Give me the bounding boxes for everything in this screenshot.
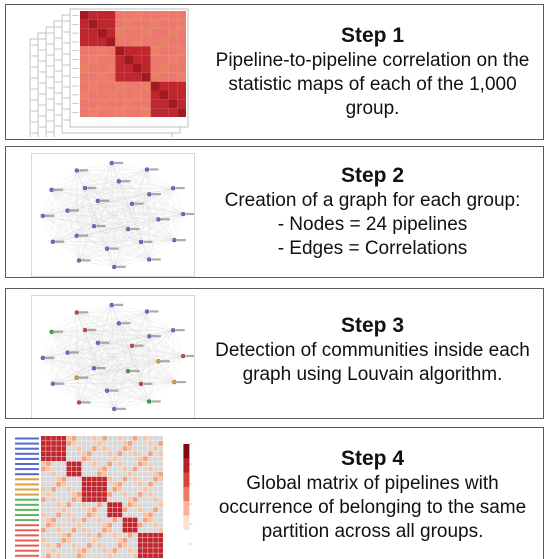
graph-node: [50, 381, 65, 386]
graph-node: [109, 302, 124, 308]
graph-node: [116, 179, 131, 184]
graph-node: [40, 355, 55, 361]
graph-node: [181, 353, 194, 359]
step-3-panel: Step 3 Detection of communities inside e…: [5, 288, 544, 419]
step-1-line-1: Pipeline-to-pipeline correlation on the: [215, 50, 530, 71]
step-4-text: Step 4 Global matrix of pipelines with o…: [204, 446, 541, 544]
graph-node: [40, 213, 55, 219]
graph-edges: [42, 304, 184, 410]
graph-node: [138, 239, 153, 245]
graph-node: [171, 328, 185, 333]
step-4-title: Step 4: [340, 447, 405, 470]
step-2-title: Step 2: [340, 164, 405, 187]
step-4-line-3: partition across all groups.: [261, 521, 484, 542]
graph-node: [104, 388, 119, 393]
graph-node: [181, 211, 194, 217]
graph-node: [74, 233, 89, 238]
step-2-text: Step 2 Creation of a graph for each grou…: [204, 163, 541, 261]
graph-node: [65, 208, 79, 213]
graph-node: [109, 160, 124, 166]
correlation-matrix: [69, 8, 189, 128]
graph-node: [76, 258, 91, 263]
global-partition-matrix-figure: [15, 436, 193, 558]
graph-node: [91, 366, 106, 371]
pipeline-label-marks: [15, 437, 39, 557]
graph-node: [82, 185, 97, 191]
step-3-line-1: Detection of communities inside each: [215, 340, 530, 361]
graph-node: [172, 238, 186, 243]
graph-node: [49, 329, 64, 334]
community-graph-figure: [31, 295, 195, 418]
graph-node: [116, 321, 131, 326]
graph-edges: [42, 162, 184, 268]
step-2-panel: Step 2 Creation of a graph for each grou…: [5, 146, 544, 278]
step-4-line-2: occurrence of belonging to the same: [218, 497, 527, 518]
graph-node: [129, 201, 144, 206]
step-3-line-2: graph using Louvain algorithm.: [242, 364, 503, 385]
graph-node: [144, 167, 159, 172]
graph-node: [156, 359, 171, 364]
graph-node: [74, 168, 89, 173]
step-1-panel: Step 1 Pipeline-to-pipeline correlation …: [5, 4, 544, 140]
step-2-description: Creation of a graph for each group: - No…: [204, 189, 541, 261]
graph-node: [112, 264, 126, 270]
graph-node: [112, 406, 126, 412]
step-1-text: Step 1 Pipeline-to-pipeline correlation …: [204, 23, 541, 121]
graph-node: [125, 226, 140, 232]
step-3-text: Step 3 Detection of communities inside e…: [204, 313, 541, 387]
correlation-matrix-stack-figure: [29, 8, 189, 137]
graph-node: [172, 380, 186, 385]
graph-node: [144, 309, 159, 314]
step-3-description: Detection of communities inside each gra…: [204, 339, 541, 387]
pipeline-graph-figure: [31, 153, 195, 277]
step-1-line-2: statistic maps of each of the 1,000: [228, 74, 517, 95]
partition-matrix-cells: [41, 436, 163, 558]
graph-node: [74, 310, 89, 315]
graph-node: [49, 187, 64, 192]
graph-node: [147, 399, 161, 404]
graph-node: [91, 224, 106, 229]
graph-node: [147, 257, 161, 262]
step-1-title: Step 1: [340, 24, 405, 47]
step-2-line-2: - Nodes = 24 pipelines: [277, 214, 468, 235]
graph-node: [95, 340, 110, 346]
step-1-line-3: group.: [345, 98, 400, 119]
graph-node: [156, 217, 171, 222]
step-1-description: Pipeline-to-pipeline correlation on the …: [204, 49, 541, 121]
graph-node: [76, 400, 91, 405]
step-2-line-1: Creation of a graph for each group:: [224, 190, 521, 211]
step-4-line-1: Global matrix of pipelines with: [246, 473, 499, 494]
step-2-line-3: - Edges = Correlations: [277, 238, 468, 259]
graph-node: [147, 192, 161, 197]
step-4-description: Global matrix of pipelines with occurren…: [204, 472, 541, 544]
graph-node: [125, 368, 140, 374]
graph-node: [65, 350, 79, 355]
graph-node: [74, 375, 89, 380]
graph-node: [138, 381, 153, 387]
graph-node: [104, 246, 119, 251]
graph-node: [129, 343, 144, 348]
graph-node: [171, 186, 185, 191]
graph-node: [82, 327, 97, 333]
graph-node: [95, 198, 110, 204]
step-3-title: Step 3: [340, 314, 405, 337]
step-4-panel: Step 4 Global matrix of pipelines with o…: [5, 427, 544, 559]
graph-node: [50, 239, 65, 244]
colorbar: [183, 443, 193, 545]
graph-node: [147, 334, 161, 339]
